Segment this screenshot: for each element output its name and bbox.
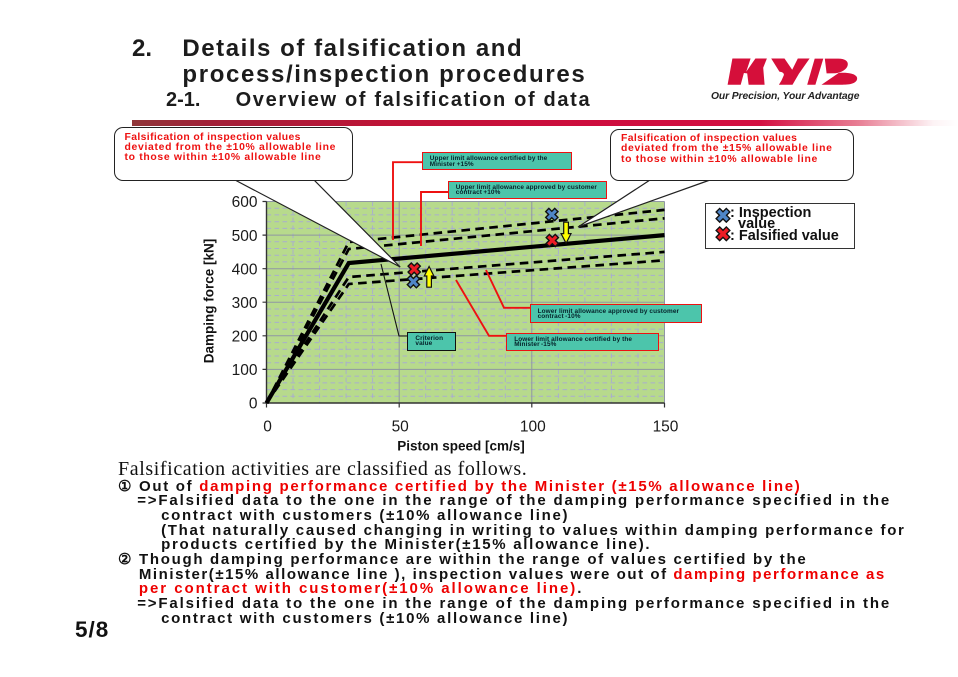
svg-text:500: 500: [232, 228, 258, 245]
svg-text:100: 100: [520, 419, 546, 436]
svg-text:600: 600: [232, 194, 258, 211]
svg-text:300: 300: [232, 295, 258, 312]
svg-text:200: 200: [232, 329, 258, 346]
svg-text:150: 150: [653, 419, 679, 436]
svg-text:50: 50: [392, 419, 410, 436]
svg-text:400: 400: [232, 261, 258, 278]
svg-text:Piston speed [cm/s]: Piston speed [cm/s]: [397, 439, 525, 454]
svg-text:Damping force [kN]: Damping force [kN]: [202, 239, 217, 364]
svg-text:0: 0: [249, 396, 258, 413]
svg-text:100: 100: [232, 362, 258, 379]
svg-text:0: 0: [263, 419, 272, 436]
